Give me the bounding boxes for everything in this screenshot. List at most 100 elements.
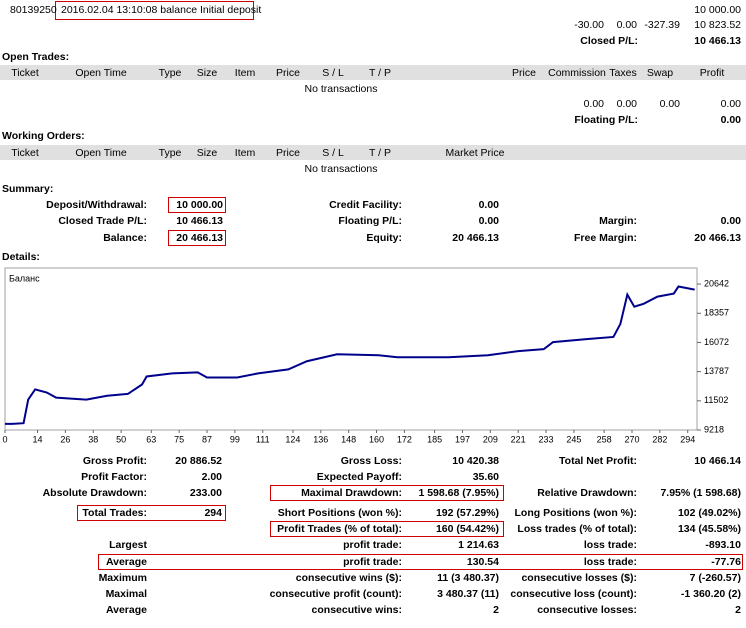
value: 130.54 (466, 556, 499, 568)
y-tick-label: 9218 (704, 424, 724, 434)
highlight (168, 230, 226, 246)
legend: Баланс (9, 273, 40, 283)
column-header: Open Time (75, 147, 127, 159)
column-header: Price (276, 147, 300, 159)
label: Expected Payoff: (316, 471, 402, 483)
x-tick-label: 282 (652, 434, 667, 444)
label: consecutive wins ($): (295, 572, 402, 584)
section-title: Open Trades: (2, 51, 70, 63)
label: consecutive losses: (537, 604, 637, 616)
x-tick-label: 233 (539, 434, 554, 444)
section-title: Details: (2, 251, 40, 263)
value: 2 (493, 604, 499, 616)
value: -77.76 (711, 556, 741, 568)
column-header: T / P (369, 147, 391, 159)
x-tick-label: 75 (174, 434, 184, 444)
column-header: T / P (369, 67, 391, 79)
x-tick-label: 221 (511, 434, 526, 444)
column-header: Type (158, 147, 182, 159)
x-tick-label: 197 (455, 434, 470, 444)
total: 0.00 (583, 98, 604, 110)
column-header: Ticket (11, 67, 39, 79)
highlight (168, 197, 226, 213)
value: 233.00 (189, 487, 222, 499)
value: 10 466.14 (694, 455, 741, 467)
label: loss trade: (583, 539, 637, 551)
x-tick-label: 209 (483, 434, 498, 444)
y-tick-label: 13787 (704, 366, 729, 376)
column-header: Size (196, 147, 218, 159)
balance-line (5, 285, 695, 425)
plot-area (4, 267, 698, 431)
label: Profit Factor: (81, 471, 147, 483)
value: 0.00 (720, 215, 741, 227)
section-title: Working Orders: (2, 130, 85, 142)
value: 20 886.52 (175, 455, 222, 467)
value: 192 (57.29%) (435, 507, 499, 519)
label: profit trade: (343, 556, 402, 568)
value: 2.00 (201, 471, 222, 483)
label: Equity: (366, 232, 402, 244)
value: 2 (735, 604, 741, 616)
label: Balance: (103, 232, 147, 244)
x-tick-label: 294 (680, 434, 695, 444)
total: 0.00 (659, 98, 680, 110)
label: loss trade: (583, 556, 637, 568)
x-tick-label: 0 (2, 434, 7, 444)
y-tick-label: 18357 (704, 308, 729, 318)
y-tick-label: 11502 (704, 395, 728, 405)
highlight (77, 505, 226, 521)
label: Absolute Drawdown: (42, 487, 147, 499)
chart: 9218 11502 13787 16072 18357 20642 0 14 26 38 50 63… (2, 267, 729, 444)
label: Long Positions (won %): (514, 507, 637, 519)
label: Deposit/Withdrawal: (46, 199, 147, 211)
label: Profit Trades (% of total): (277, 523, 402, 535)
label: Relative Drawdown: (537, 487, 637, 499)
label: Maximum (98, 572, 147, 584)
x-tick-label: 172 (397, 434, 412, 444)
column-header: Price (276, 67, 300, 79)
label: consecutive losses ($): (521, 572, 637, 584)
amount: 10 000.00 (694, 4, 741, 16)
label: Closed P/L: (580, 35, 638, 47)
column-header: Open Time (75, 67, 127, 79)
column-header: Taxes (609, 67, 637, 79)
label: Average (105, 604, 147, 616)
value: 7 (-260.57) (689, 572, 741, 584)
x-tick-label: 38 (88, 434, 98, 444)
column-header: Commission (548, 67, 606, 79)
label: profit trade: (343, 539, 402, 551)
x-tick-label: 270 (624, 434, 639, 444)
value: 20 466.13 (176, 232, 223, 244)
column-header: Ticket (11, 147, 39, 159)
column-header: S / L (322, 147, 344, 159)
account: 80139250 (10, 4, 57, 16)
label: consecutive loss (count): (510, 588, 637, 600)
value: 10 466.13 (176, 215, 223, 227)
value: 102 (49.02%) (677, 507, 741, 519)
value: 7.95% (1 598.68) (660, 487, 741, 499)
highlight (270, 521, 504, 537)
label: Average (105, 556, 147, 568)
label: Margin: (599, 215, 637, 227)
total: -30.00 (574, 19, 604, 31)
value: 3 480.37 (11) (437, 588, 499, 600)
value: 1 598.68 (7.95%) (418, 487, 499, 499)
x-tick-label: 136 (313, 434, 328, 444)
highlight (270, 485, 504, 501)
highlight (55, 1, 254, 20)
total: 0.00 (616, 98, 637, 110)
total: 0.00 (616, 19, 637, 31)
column-header: Market Price (445, 147, 505, 159)
label: Floating P/L: (574, 114, 638, 126)
column-header: Swap (646, 67, 674, 79)
x-tick-label: 63 (146, 434, 156, 444)
label: Closed Trade P/L: (58, 215, 147, 227)
label: Credit Facility: (329, 199, 402, 211)
empty-note: No transactions (304, 163, 378, 175)
x-tick-label: 124 (285, 434, 300, 444)
header-bar (0, 145, 746, 160)
value: 11 (3 480.37) (437, 572, 499, 584)
value: 0.00 (478, 199, 499, 211)
x-tick-label: 99 (230, 434, 240, 444)
